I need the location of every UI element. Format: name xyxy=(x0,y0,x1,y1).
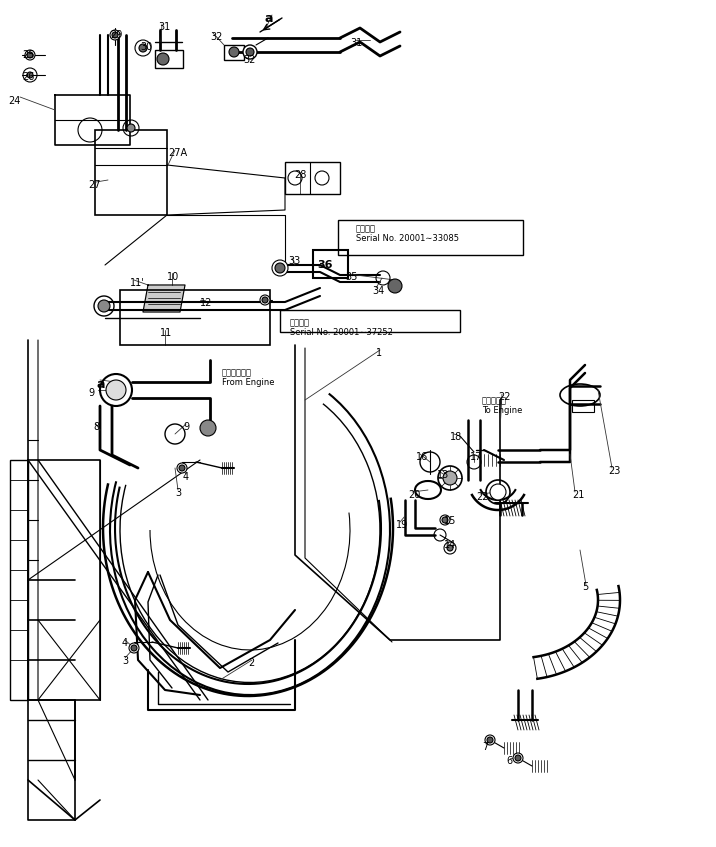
Text: 21: 21 xyxy=(572,490,584,500)
Text: 24: 24 xyxy=(8,96,20,106)
Text: 6: 6 xyxy=(506,756,512,766)
Circle shape xyxy=(515,755,521,761)
Circle shape xyxy=(177,463,187,473)
Circle shape xyxy=(243,45,257,59)
Circle shape xyxy=(127,124,135,132)
Circle shape xyxy=(27,72,33,78)
Text: 8: 8 xyxy=(93,422,99,432)
Text: 9: 9 xyxy=(88,388,94,398)
Circle shape xyxy=(260,295,270,305)
Circle shape xyxy=(139,44,147,52)
Text: a: a xyxy=(265,12,274,25)
Circle shape xyxy=(110,30,120,40)
Bar xyxy=(95,130,167,215)
Circle shape xyxy=(98,300,110,312)
Circle shape xyxy=(485,735,495,745)
Text: 17: 17 xyxy=(470,452,483,462)
Text: a: a xyxy=(96,378,105,391)
Text: 3: 3 xyxy=(175,488,181,498)
Bar xyxy=(120,290,270,345)
Bar xyxy=(338,220,523,255)
Text: 適用号等: 適用号等 xyxy=(290,318,310,327)
Circle shape xyxy=(513,753,523,763)
Text: To Engine: To Engine xyxy=(482,406,523,415)
Text: 26: 26 xyxy=(22,72,34,82)
Text: 14: 14 xyxy=(444,540,456,550)
Circle shape xyxy=(490,484,506,500)
Text: 4: 4 xyxy=(122,638,128,648)
Text: 33: 33 xyxy=(288,256,300,266)
Text: 2: 2 xyxy=(248,658,254,668)
Text: 15: 15 xyxy=(444,516,456,526)
Circle shape xyxy=(131,645,137,651)
Text: 18: 18 xyxy=(450,432,463,442)
Text: エンジンへ: エンジンへ xyxy=(482,396,507,405)
Circle shape xyxy=(25,50,35,60)
Circle shape xyxy=(388,279,402,293)
Text: 30: 30 xyxy=(140,42,153,52)
Circle shape xyxy=(487,737,493,743)
Circle shape xyxy=(262,297,268,303)
Text: 3: 3 xyxy=(122,656,128,666)
Text: Serial No. 20001∼33085: Serial No. 20001∼33085 xyxy=(356,234,459,243)
Circle shape xyxy=(157,53,169,65)
Text: 23: 23 xyxy=(608,466,620,476)
Text: 32: 32 xyxy=(243,55,256,65)
Text: 36: 36 xyxy=(317,260,332,270)
Bar xyxy=(572,400,594,412)
Text: 5: 5 xyxy=(582,582,589,592)
Text: 35: 35 xyxy=(345,272,357,282)
Text: 27A: 27A xyxy=(168,148,187,158)
Text: 7: 7 xyxy=(482,742,488,752)
Text: 22: 22 xyxy=(476,492,488,502)
Circle shape xyxy=(129,643,139,653)
Circle shape xyxy=(27,52,33,58)
Circle shape xyxy=(447,545,453,551)
Text: 25: 25 xyxy=(22,50,34,60)
Text: 11: 11 xyxy=(160,328,173,338)
Text: From Engine: From Engine xyxy=(222,378,274,387)
Text: 32: 32 xyxy=(210,32,223,42)
Text: 16: 16 xyxy=(416,452,428,462)
Bar xyxy=(280,310,460,332)
Circle shape xyxy=(246,48,254,56)
Circle shape xyxy=(200,420,216,436)
Text: エンジンから: エンジンから xyxy=(222,368,252,377)
Circle shape xyxy=(275,263,285,273)
Circle shape xyxy=(443,471,457,485)
Circle shape xyxy=(440,515,450,525)
Text: 29: 29 xyxy=(110,30,122,40)
Text: 適用号等: 適用号等 xyxy=(356,224,376,233)
Text: 4: 4 xyxy=(183,472,189,482)
Text: 11': 11' xyxy=(130,278,145,288)
Text: 19: 19 xyxy=(396,520,408,530)
Text: 31: 31 xyxy=(350,38,362,48)
Circle shape xyxy=(112,32,118,38)
Text: 10: 10 xyxy=(167,272,179,282)
Text: 13: 13 xyxy=(437,470,449,480)
Text: 34: 34 xyxy=(372,286,384,296)
Text: 31: 31 xyxy=(158,22,170,32)
Bar xyxy=(10,460,28,700)
Bar xyxy=(313,250,348,278)
Text: 22: 22 xyxy=(498,392,511,402)
Circle shape xyxy=(106,380,126,400)
Text: Serial No. 20001∼37252: Serial No. 20001∼37252 xyxy=(290,328,393,337)
Text: 20: 20 xyxy=(408,490,420,500)
Circle shape xyxy=(272,260,288,276)
Circle shape xyxy=(442,517,448,523)
Bar xyxy=(224,45,244,60)
Text: 28: 28 xyxy=(294,170,306,180)
Polygon shape xyxy=(143,285,185,312)
Text: 12: 12 xyxy=(200,298,213,308)
Bar xyxy=(155,50,183,68)
Text: 27: 27 xyxy=(88,180,100,190)
Bar xyxy=(285,162,340,194)
Text: 9: 9 xyxy=(183,422,189,432)
Circle shape xyxy=(229,47,239,57)
Circle shape xyxy=(179,465,185,471)
Text: 1: 1 xyxy=(376,348,382,358)
